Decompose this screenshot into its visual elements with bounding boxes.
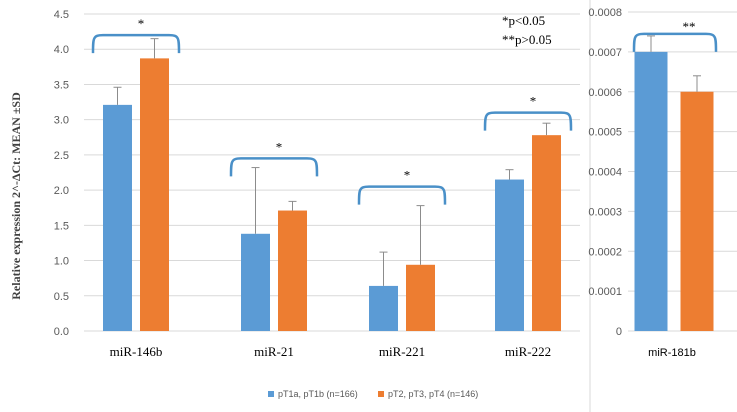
bar-miR-181b-series-2 bbox=[680, 91, 714, 331]
left-y-tick: 2.0 bbox=[54, 185, 69, 197]
right-significance-brackets: ** bbox=[632, 19, 718, 52]
significance-miR-222: * bbox=[530, 94, 537, 109]
left-bars bbox=[103, 58, 561, 331]
right-y-tick: 0.0005 bbox=[588, 127, 622, 139]
legend-label-pt2: pT2, pT3, pT4 (n=146) bbox=[388, 389, 478, 399]
left-y-tick: 1.5 bbox=[54, 220, 69, 232]
bar-miR-181b-series-1 bbox=[634, 51, 668, 331]
bar-miR-146b-series-1 bbox=[103, 104, 132, 331]
right-y-tick: 0.0003 bbox=[588, 206, 622, 218]
category-label-miR-146b: miR-146b bbox=[110, 344, 163, 359]
right-y-tick: 0.0001 bbox=[588, 286, 622, 298]
left-significance-brackets: * * * * bbox=[91, 16, 573, 205]
annotation-p-lt: *p<0.05 bbox=[502, 13, 545, 28]
left-y-tick: 4.5 bbox=[54, 9, 69, 21]
annotation-p-gt: **p>0.05 bbox=[502, 32, 552, 47]
bracket-miR-222 bbox=[483, 111, 573, 131]
bracket-miR-221 bbox=[357, 185, 447, 205]
left-y-tick: 3.0 bbox=[54, 115, 69, 127]
left-y-tick: 3.5 bbox=[54, 79, 69, 91]
bar-miR-221-series-2 bbox=[406, 264, 435, 331]
left-y-tick: 1.0 bbox=[54, 256, 69, 268]
left-y-tick: 0.5 bbox=[54, 291, 69, 303]
bracket-miR-146b bbox=[91, 33, 181, 54]
left-y-axis-ticks: 0.0 0.5 1.0 1.5 2.0 2.5 3.0 3.5 4.0 4.5 bbox=[54, 9, 69, 338]
bar-miR-222-series-2 bbox=[532, 135, 561, 331]
right-category-labels: miR-181b bbox=[648, 347, 696, 359]
category-label-miR-221: miR-221 bbox=[379, 344, 425, 359]
left-y-tick: 0.0 bbox=[54, 326, 69, 338]
left-y-tick: 2.5 bbox=[54, 150, 69, 162]
bracket-miR-181b bbox=[632, 32, 718, 52]
legend-label-pt1: pT1a, pT1b (n=166) bbox=[278, 389, 358, 399]
bracket-miR-21 bbox=[229, 157, 319, 177]
bar-miR-21-series-2 bbox=[278, 210, 307, 331]
category-label-miR-21: miR-21 bbox=[254, 344, 294, 359]
legend: pT1a, pT1b (n=166) pT2, pT3, pT4 (n=146) bbox=[268, 389, 478, 399]
right-y-tick: 0.0007 bbox=[588, 47, 622, 59]
category-label-miR-181b: miR-181b bbox=[648, 347, 696, 359]
right-error-bars bbox=[647, 35, 701, 92]
right-y-axis-ticks: 0 0.0001 0.0002 0.0003 0.0004 0.0005 0.0006 0.0… bbox=[588, 7, 622, 338]
legend-swatch-pt1 bbox=[268, 391, 274, 397]
significance-miR-221: * bbox=[404, 168, 411, 183]
right-y-tick: 0.0002 bbox=[588, 246, 622, 258]
right-y-tick: 0.0004 bbox=[588, 167, 622, 179]
right-y-tick: 0 bbox=[616, 326, 622, 338]
bar-miR-222-series-1 bbox=[495, 179, 524, 331]
left-category-labels: miR-146b miR-21 miR-221 miR-222 bbox=[110, 344, 551, 359]
significance-miR-181b: ** bbox=[683, 19, 696, 34]
category-label-miR-222: miR-222 bbox=[505, 344, 551, 359]
left-error-bars bbox=[113, 38, 551, 286]
right-y-tick: 0.0008 bbox=[588, 7, 622, 19]
legend-swatch-pt2 bbox=[378, 391, 384, 397]
right-y-tick: 0.0006 bbox=[588, 87, 622, 99]
significance-miR-21: * bbox=[276, 139, 283, 154]
bar-miR-221-series-1 bbox=[369, 285, 398, 331]
y-axis-label: Relative expression 2^-ΔCt: MEAN ±SD bbox=[9, 92, 23, 300]
left-y-tick: 4.0 bbox=[54, 44, 69, 56]
bar-miR-21-series-1 bbox=[241, 233, 270, 331]
right-bars bbox=[634, 51, 714, 331]
significance-miR-146b: * bbox=[138, 16, 145, 31]
bar-miR-146b-series-2 bbox=[140, 58, 169, 331]
